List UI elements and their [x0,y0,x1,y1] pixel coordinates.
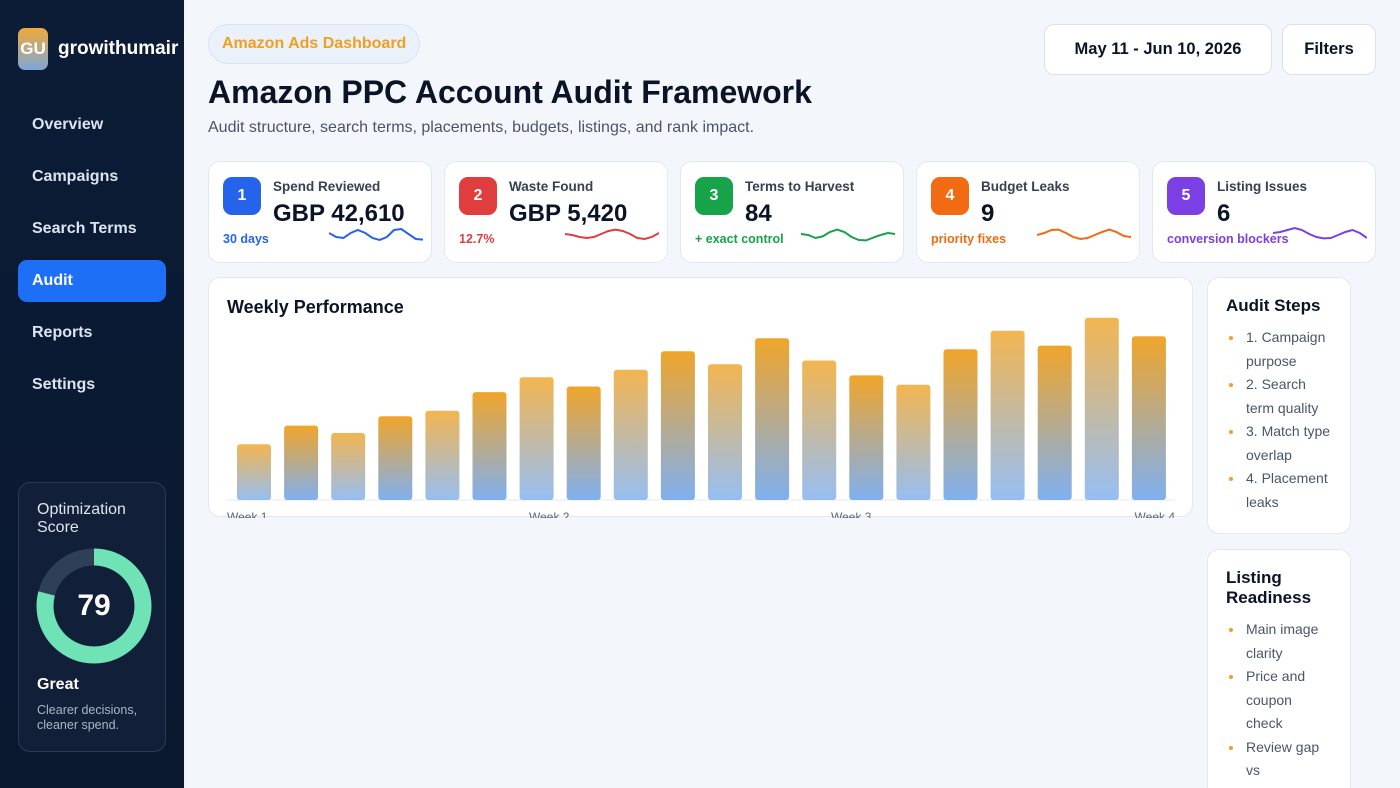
chart-bar [755,338,790,500]
kpi-value: 84 [745,200,772,227]
chart-bar [802,360,837,500]
kpi-card-terms-to-harvest[interactable]: 3 Terms to Harvest 84 + exact control [680,161,904,263]
chart-bar [990,330,1025,500]
brand-name: growithumair [58,38,179,59]
score-donut-chart [36,548,152,664]
kpi-number-badge: 2 [459,177,497,215]
kpi-note: conversion blockers [1167,232,1289,246]
chart-bar [425,410,460,500]
list-item: 2. Search term quality [1226,373,1332,420]
page-subtitle: Audit structure, search terms, placement… [208,119,755,136]
kpi-sparkline [329,227,423,242]
brand-logo: GU [18,28,48,70]
sidebar-item-reports[interactable]: Reports [32,324,93,341]
score-title: Optimization Score [37,501,126,536]
kpi-number-badge: 4 [931,177,969,215]
sidebar: GU growithumair Overview Campaigns Searc… [0,0,184,788]
chart-bar [331,433,366,500]
kpi-label: Spend Reviewed [273,179,381,194]
score-donut-ring [36,548,152,664]
kpi-label: Terms to Harvest [745,179,855,194]
chart-x-tick-label: Week 4 [1135,510,1176,518]
list-item: Price and coupon check [1226,665,1332,736]
kpi-note: + exact control [695,232,784,246]
chart-bar [943,349,978,500]
chart-bar [566,386,601,500]
listing-readiness-list: Main image clarity Price and coupon chec… [1226,618,1332,783]
list-item: Review gap vs [1226,736,1332,783]
chart-bar [849,375,884,500]
weekly-performance-card: Week 1 Week 2 Week 3 Week 4 Weekly Performa… [208,277,1193,518]
kpi-value: 6 [1217,200,1231,227]
kpi-value: GBP 42,610 [273,200,405,227]
score-description: Clearer decisions, cleaner spend. [37,703,138,732]
kpi-card-spend-reviewed[interactable]: 1 Spend Reviewed GBP 42,610 30 days [208,161,432,263]
listing-readiness-card: Listing Readiness Main image clarity Pri… [1207,549,1351,788]
list-item: Main image clarity [1226,618,1332,665]
brand[interactable]: GU growithumair [18,28,178,70]
kpi-note: 30 days [223,232,269,246]
kpi-number-badge: 5 [1167,177,1205,215]
chart-bar [378,416,413,500]
kpi-sparkline [565,228,659,241]
score-value: 79 [77,589,111,622]
kpi-sparkline [801,228,895,242]
sidebar-item-audit[interactable]: Audit [18,260,166,302]
kpi-number-badge: 1 [223,177,261,215]
chart-bar [660,351,695,500]
sidebar-item-settings[interactable]: Settings [32,376,96,393]
list-item: 1. Campaign purpose [1226,326,1332,373]
kpi-note: 12.7% [459,232,495,246]
sidebar-item-campaigns[interactable]: Campaigns [32,168,119,185]
sidebar-item-overview[interactable]: Overview [32,116,104,133]
chart-x-tick-label: Week 3 [831,510,872,518]
kpi-value: GBP 5,420 [509,200,628,227]
chart-bar [237,444,271,500]
audit-steps-title: Audit Steps [1226,296,1321,315]
chart-bar [1037,345,1072,500]
chart-bar [284,425,319,500]
chart-bar [896,384,931,500]
page-title: Amazon PPC Account Audit Framework [208,74,812,110]
kpi-card-listing-issues[interactable]: 5 Listing Issues 6 conversion blockers [1152,161,1376,263]
sidebar-nav: Overview Campaigns Search Terms Audit Re… [18,104,166,416]
chart-bar [472,392,507,500]
chart-bars [237,317,1166,500]
chart-bar [708,364,742,500]
chart-x-tick-label: Week 2 [529,510,570,518]
kpi-card-waste-found[interactable]: 2 Waste Found GBP 5,420 12.7% [444,161,668,263]
score-status: Great [37,676,79,693]
chart-bar [613,369,648,500]
chart-bar [1131,336,1166,500]
dashboard-pill[interactable]: Amazon Ads Dashboard [208,24,421,64]
kpi-value: 9 [981,200,995,227]
audit-steps-card: Audit Steps 1. Campaign purpose 2. Searc… [1207,277,1351,534]
list-item: 4. Placement leaks [1226,467,1332,514]
chart-title: Weekly Performance [227,297,404,317]
listing-readiness-title: Listing Readiness [1226,568,1312,607]
kpi-label: Budget Leaks [981,179,1070,194]
kpi-card-budget-leaks[interactable]: 4 Budget Leaks 9 priority fixes [916,161,1140,263]
filters-button[interactable]: Filters [1282,24,1376,75]
kpi-note: priority fixes [931,232,1007,246]
chart-x-tick-label: Week 1 [227,510,268,518]
weekly-performance-chart: Week 1 Week 2 Week 3 Week 4 [227,317,1175,518]
chart-x-ticks: Week 1 Week 2 Week 3 Week 4 [227,510,1175,518]
date-range-button[interactable]: May 11 - Jun 10, 2026 [1044,24,1272,75]
list-item: 3. Match type overlap [1226,420,1332,467]
kpi-label: Waste Found [509,179,594,194]
audit-steps-list: 1. Campaign purpose 2. Search term quali… [1226,326,1332,514]
kpi-label: Listing Issues [1217,179,1308,194]
chart-bar [519,377,554,500]
kpi-sparkline [1037,228,1131,241]
chart-bar [1084,317,1119,500]
sidebar-item-search-terms[interactable]: Search Terms [32,220,137,237]
kpi-number-badge: 3 [695,177,733,215]
kpi-sparkline [1273,226,1367,240]
